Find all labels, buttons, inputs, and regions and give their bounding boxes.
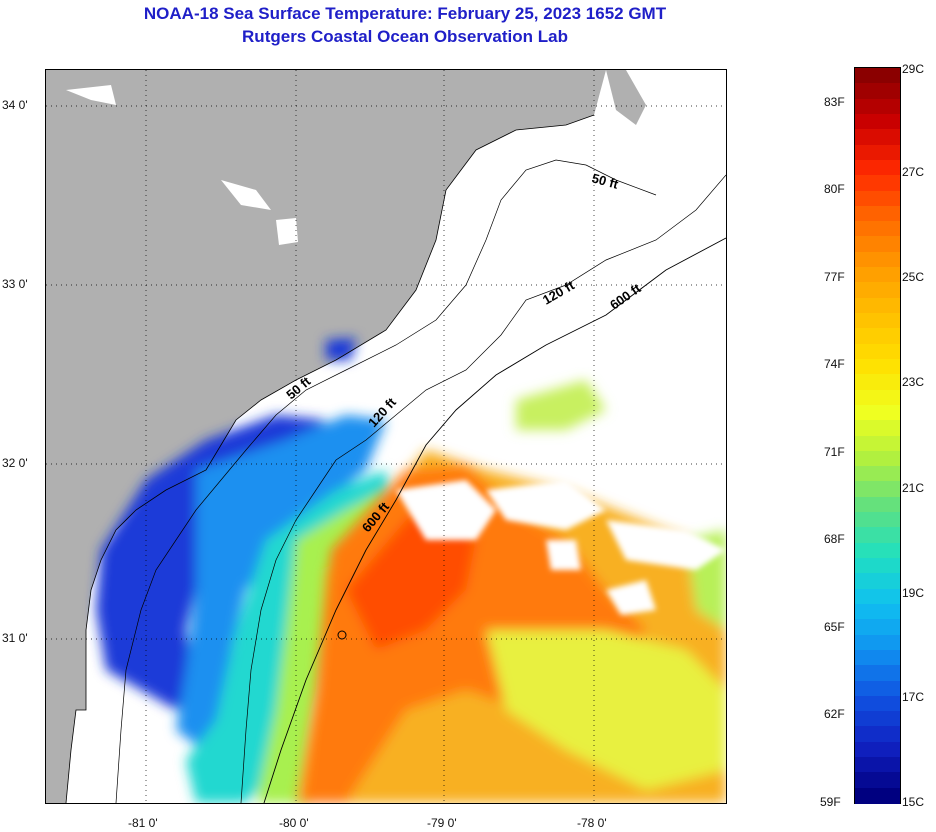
cb-c-29: 29C [902, 62, 925, 76]
cb-f-68: 68F [824, 532, 845, 546]
lat-lon-grid [46, 70, 726, 803]
lon-label-78: -78 0' [577, 816, 607, 830]
cb-c-17: 17C [902, 690, 925, 704]
cb-c-23: 23C [902, 375, 925, 389]
sst-map: 50 ft 50 ft 120 ft 120 ft 600 ft 600 ft [45, 69, 727, 804]
colorbar-step [855, 328, 900, 345]
map-title: NOAA-18 Sea Surface Temperature: Februar… [143, 4, 667, 23]
colorbar-step [855, 466, 900, 482]
land-mass [46, 70, 646, 710]
colorbar-step [855, 481, 900, 498]
lat-label-34: 34 0' [2, 98, 28, 112]
colorbar-step [855, 450, 900, 467]
buoy-marker [337, 630, 347, 640]
colorbar-step [855, 496, 900, 513]
lat-label-33: 33 0' [2, 277, 28, 291]
colorbar-step [855, 297, 900, 314]
colorbar-step [855, 420, 900, 436]
coastline [65, 114, 595, 803]
colorbar-step [855, 695, 900, 712]
cb-c-21: 21C [902, 481, 925, 495]
isobath-label-600ft-upper: 600 ft [607, 280, 644, 312]
cb-c-25: 25C [902, 270, 925, 284]
colorbar-step [855, 741, 900, 758]
lat-label-31: 31 0' [2, 631, 28, 645]
lon-label-80: -80 0' [279, 816, 309, 830]
cb-f-62: 62F [824, 707, 845, 721]
isobath-600ft [263, 237, 726, 803]
colorbar-step [855, 175, 900, 191]
colorbar-step [855, 680, 900, 697]
colorbar-step [855, 573, 900, 590]
map-subtitle: Rutgers Coastal Ocean Observation Lab [242, 27, 568, 46]
colorbar-step [855, 726, 900, 743]
colorbar-step [855, 649, 900, 666]
cb-f-71: 71F [824, 445, 845, 459]
colorbar-step [855, 527, 900, 544]
colorbar-step [855, 236, 900, 253]
land-lake-3 [276, 218, 298, 245]
colorbar-step [855, 389, 900, 406]
land-lower-left [46, 710, 76, 803]
cb-f-74: 74F [824, 357, 845, 371]
isobath-50ft [115, 159, 657, 803]
colorbar-step [855, 358, 900, 375]
colorbar-step [855, 665, 900, 681]
colorbar-step [855, 603, 900, 620]
colorbar-step [855, 772, 900, 789]
colorbar-step [855, 619, 900, 636]
temperature-colorbar [854, 67, 901, 804]
colorbar-step [855, 129, 900, 146]
colorbar-step [855, 313, 900, 329]
colorbar-step [855, 221, 900, 237]
colorbar-step [855, 68, 900, 84]
colorbar-step [855, 282, 900, 299]
colorbar-step [855, 787, 900, 804]
colorbar-step [855, 251, 900, 268]
colorbar-step [855, 404, 900, 421]
sst-map-svg: 50 ft 50 ft 120 ft 120 ft 600 ft 600 ft [46, 70, 726, 803]
cb-f-77: 77F [824, 270, 845, 284]
colorbar-step [855, 435, 900, 452]
colorbar-step [855, 98, 900, 115]
cb-f-80: 80F [824, 182, 845, 196]
colorbar-step [855, 113, 900, 130]
cloud-patches [396, 480, 726, 615]
lon-label-79: -79 0' [427, 816, 457, 830]
cb-c-27: 27C [902, 165, 925, 179]
isobath-label-120ft-upper: 120 ft [540, 277, 577, 307]
cb-c-15: 15C [902, 795, 925, 809]
colorbar-step [855, 512, 900, 528]
cb-c-19: 19C [902, 586, 925, 600]
colorbar-step [855, 343, 900, 360]
land-lake-1 [66, 85, 116, 105]
colorbar-step [855, 634, 900, 651]
colorbar-step [855, 558, 900, 574]
cb-f-59: 59F [820, 795, 841, 809]
cb-f-83: 83F [824, 95, 845, 109]
colorbar-step [855, 588, 900, 605]
colorbar-step [855, 83, 900, 100]
colorbar-step [855, 205, 900, 222]
colorbar-step [855, 711, 900, 727]
colorbar-step [855, 374, 900, 391]
colorbar-step [855, 144, 900, 161]
lon-label-81: -81 0' [128, 816, 158, 830]
colorbar-step [855, 542, 900, 559]
isobath-120ft [240, 174, 726, 803]
lat-label-32: 32 0' [2, 456, 28, 470]
cb-f-65: 65F [824, 620, 845, 634]
colorbar-step [855, 159, 900, 176]
colorbar-step [855, 190, 900, 207]
colorbar-step [855, 757, 900, 773]
isobath-label-50ft-upper: 50 ft [590, 170, 620, 192]
land-lake-2 [221, 180, 271, 210]
colorbar-step [855, 267, 900, 283]
